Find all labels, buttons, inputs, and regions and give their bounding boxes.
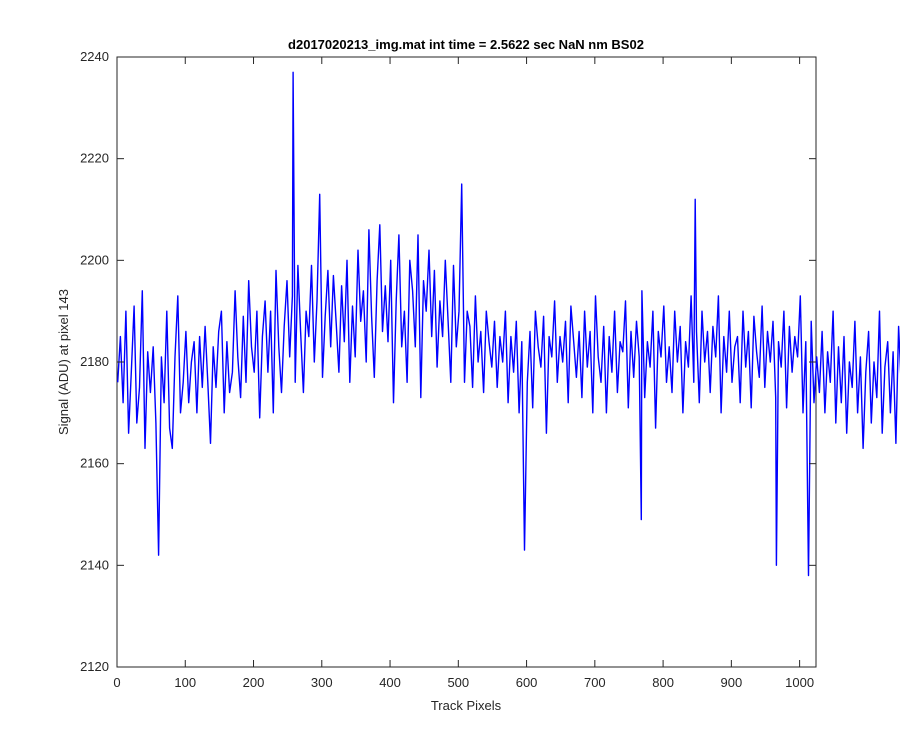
y-tick-label: 2120 <box>80 659 109 674</box>
x-tick-label: 0 <box>113 675 120 690</box>
x-tick-label: 200 <box>243 675 265 690</box>
signal-line <box>117 71 900 577</box>
plot-frame <box>116 56 817 668</box>
chart-title: d2017020213_img.mat int time = 2.5622 se… <box>288 37 644 52</box>
x-tick-label: 700 <box>584 675 606 690</box>
y-tick-label: 2220 <box>80 151 109 166</box>
y-axis-label: Signal (ADU) at pixel 143 <box>56 289 71 435</box>
x-axis-label: Track Pixels <box>431 698 502 713</box>
y-tick-label: 2140 <box>80 557 109 572</box>
y-tick-label: 2240 <box>80 49 109 64</box>
x-tick-label: 300 <box>311 675 333 690</box>
x-tick-label: 900 <box>721 675 743 690</box>
plot-area: 0 100 200 300 400 500 600 700 800 900 1000 2120 2140… <box>80 49 900 690</box>
y-tick-label: 2200 <box>80 252 109 267</box>
x-tick-label: 400 <box>379 675 401 690</box>
x-tick-label: 800 <box>652 675 674 690</box>
ticks-layer: 0 100 200 300 400 500 600 700 800 900 1000 2120 2140… <box>80 49 816 690</box>
x-tick-label: 500 <box>447 675 469 690</box>
y-tick-label: 2160 <box>80 456 109 471</box>
data-layer <box>117 71 900 577</box>
x-tick-label: 600 <box>516 675 538 690</box>
x-tick-label: 100 <box>174 675 196 690</box>
x-tick-label: 1000 <box>785 675 814 690</box>
y-tick-label: 2180 <box>80 354 109 369</box>
